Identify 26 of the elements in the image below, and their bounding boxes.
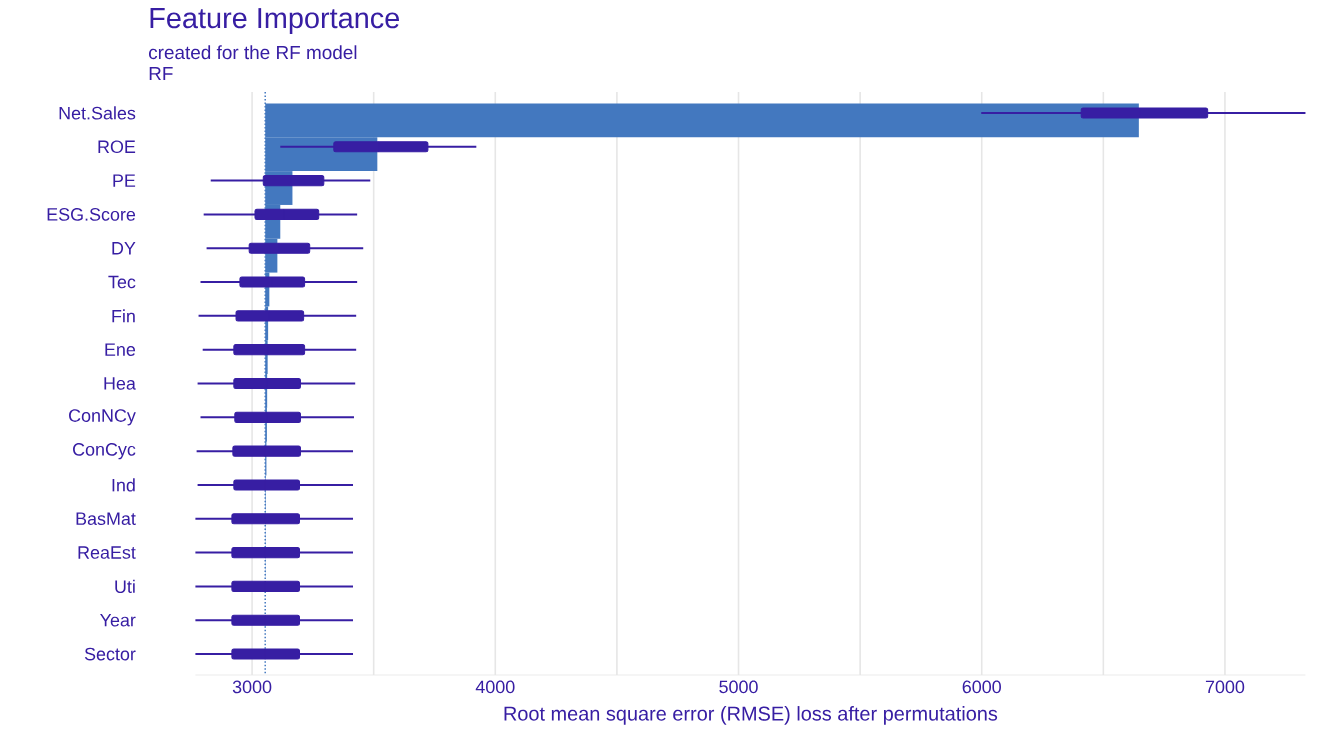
y-tick-label: Ene <box>105 343 136 356</box>
y-tick-label: ROE <box>98 140 136 154</box>
x-axis-title: Root mean square error (RMSE) loss after permutations <box>504 706 998 725</box>
x-tick-label: 6000 <box>962 680 1001 694</box>
x-tick-label: 3000 <box>232 680 272 694</box>
x-tick-label: 5000 <box>719 680 758 694</box>
y-tick-label: BasMat <box>76 512 136 526</box>
y-tick-label: Fin <box>112 309 135 323</box>
y-tick-label: Net.Sales <box>59 106 136 120</box>
y-tick-label: Sector <box>84 647 136 661</box>
y-tick-label: ReaEst <box>78 546 136 559</box>
y-tick-label: Year <box>100 613 136 627</box>
y-tick-label: Uti <box>115 579 135 593</box>
y-tick-label: Hea <box>104 377 136 390</box>
x-tick-label: 4000 <box>475 680 515 694</box>
y-tick-label: Tec <box>108 275 136 289</box>
y-tick-label: Ind <box>112 478 135 492</box>
y-tick-label: PE <box>113 174 136 187</box>
y-tick-label: ESG.Score <box>47 208 136 221</box>
y-tick-label: ConNCy <box>69 409 136 426</box>
text: RF <box>149 66 173 80</box>
y-tick-label: ConCyc <box>73 443 136 460</box>
chart-subtitle: created for the RF model <box>149 45 357 60</box>
chart-title: Feature Importance <box>150 8 399 34</box>
y-tick-label: DY <box>112 242 136 255</box>
x-tick-label: 7000 <box>1205 680 1245 694</box>
